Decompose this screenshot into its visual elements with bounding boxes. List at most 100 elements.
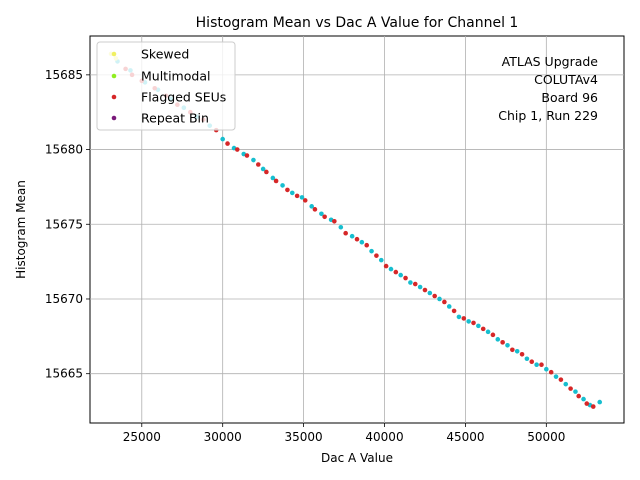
data-point — [573, 389, 578, 394]
data-point — [312, 207, 318, 212]
data-point — [539, 362, 544, 368]
data-point — [476, 323, 481, 329]
annotation-line-4: Chip 1, Run 229 — [498, 108, 598, 123]
legend-marker-repeat-bin — [111, 115, 117, 121]
data-point — [251, 157, 256, 163]
data-point — [319, 211, 324, 217]
data-point — [500, 340, 505, 345]
data-point — [378, 257, 384, 263]
data-point — [456, 314, 462, 320]
data-point — [408, 280, 413, 285]
data-point — [369, 248, 374, 254]
y-tick-label: 15670 — [45, 292, 83, 306]
data-point — [563, 381, 569, 387]
data-point — [280, 183, 285, 188]
data-point — [270, 175, 276, 181]
legend: Skewed Multimodal Flagged SEUs Repeat Bi… — [96, 41, 236, 131]
data-point — [485, 329, 491, 335]
legend-marker-flagged-seus — [111, 94, 117, 100]
y-tick-label: 15675 — [45, 217, 83, 231]
data-point — [581, 396, 586, 402]
data-point — [403, 275, 408, 281]
data-point — [576, 393, 581, 399]
data-point — [584, 401, 590, 406]
data-point — [466, 319, 471, 324]
data-point — [234, 147, 240, 152]
data-point — [309, 204, 314, 209]
x-tick-label: 50000 — [527, 430, 565, 444]
legend-label-flagged-seus: Flagged SEUs — [141, 90, 226, 105]
data-point — [442, 299, 447, 305]
data-point — [225, 141, 230, 146]
data-point — [374, 253, 379, 258]
data-point — [524, 356, 530, 362]
data-point — [529, 359, 535, 365]
data-point — [302, 198, 308, 203]
data-point — [244, 153, 250, 158]
data-point — [332, 218, 337, 224]
annotation-line-2: COLUTAv4 — [534, 72, 598, 87]
data-point — [220, 136, 225, 142]
data-point — [432, 293, 437, 299]
data-point — [354, 236, 360, 242]
data-point — [289, 190, 295, 196]
x-tick-label: 45000 — [446, 430, 484, 444]
chart-annotation: ATLAS Upgrade COLUTAv4 Board 96 Chip 1, … — [498, 54, 598, 123]
data-point — [519, 351, 525, 357]
data-point — [553, 374, 559, 379]
data-point — [359, 239, 365, 245]
data-point — [480, 326, 486, 332]
data-point — [597, 399, 603, 405]
data-point — [451, 308, 457, 314]
annotation-line-3: Board 96 — [541, 90, 598, 105]
data-point — [383, 263, 389, 269]
data-point — [322, 214, 327, 220]
data-point — [505, 343, 510, 348]
data-point — [461, 316, 467, 321]
data-point — [548, 369, 554, 375]
data-point — [294, 193, 300, 199]
legend-marker-skewed — [111, 51, 117, 57]
legend-box — [96, 41, 236, 131]
legend-label-skewed: Skewed — [141, 47, 189, 62]
data-point — [388, 266, 394, 272]
data-point — [544, 366, 549, 372]
data-point — [568, 386, 573, 391]
data-point — [417, 284, 423, 290]
data-point — [495, 337, 501, 342]
data-point — [534, 362, 539, 368]
data-point — [285, 187, 290, 193]
chart-title: Histogram Mean vs Dac A Value for Channe… — [196, 15, 519, 31]
data-point — [260, 166, 266, 172]
data-point — [446, 304, 452, 309]
x-tick-label: 40000 — [365, 430, 403, 444]
x-axis-label: Dac A Value — [321, 451, 393, 465]
data-point — [393, 269, 399, 275]
data-point — [349, 233, 355, 239]
legend-label-repeat-bin: Repeat Bin — [141, 111, 209, 126]
data-point — [343, 230, 348, 236]
x-tick-label: 25000 — [123, 430, 161, 444]
data-point — [471, 320, 476, 326]
data-point — [490, 332, 496, 338]
data-point — [255, 162, 261, 167]
data-point — [412, 281, 418, 287]
data-point — [427, 290, 433, 296]
legend-label-multimodal: Multimodal — [141, 69, 210, 84]
y-tick-label: 15665 — [45, 367, 83, 381]
data-point — [437, 296, 442, 302]
annotation-line-1: ATLAS Upgrade — [502, 54, 599, 69]
y-tick-label: 15685 — [45, 68, 83, 82]
data-point — [422, 287, 428, 293]
data-point — [299, 195, 305, 200]
data-point — [514, 348, 520, 354]
data-point — [398, 272, 403, 278]
data-point — [558, 377, 564, 382]
data-point — [273, 178, 279, 184]
data-point — [364, 242, 370, 248]
x-tick-label: 35000 — [285, 430, 323, 444]
axis-ticks: 25000 30000 35000 40000 45000 50000 15665 15670… — [45, 68, 566, 444]
legend-marker-multimodal — [111, 73, 117, 79]
x-tick-label: 30000 — [204, 430, 242, 444]
